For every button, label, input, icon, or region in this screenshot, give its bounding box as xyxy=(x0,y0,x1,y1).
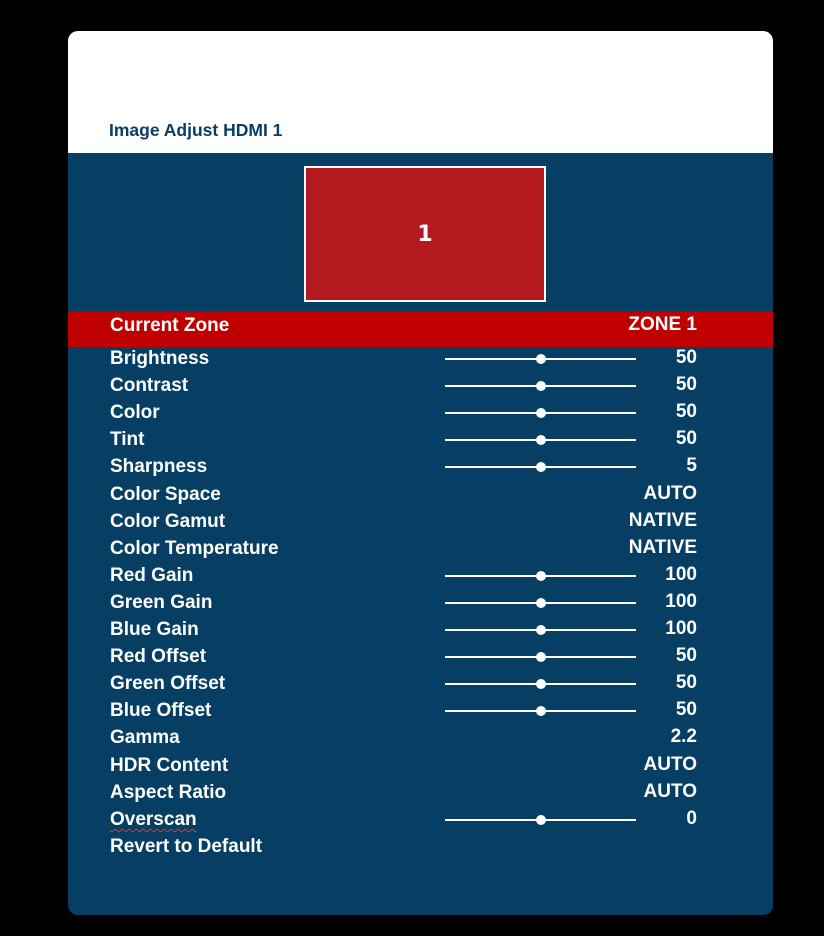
slider-red-offset[interactable] xyxy=(445,652,636,662)
setting-label-red-gain: Red Gain xyxy=(110,565,194,586)
setting-label-blue-offset: Blue Offset xyxy=(110,700,212,721)
setting-label-red-offset: Red Offset xyxy=(110,646,207,667)
setting-label-tint: Tint xyxy=(110,429,145,450)
setting-row-blue-gain[interactable]: Blue Gain 100 xyxy=(68,615,773,643)
setting-value-color-temperature: NATIVE xyxy=(628,537,697,558)
setting-row-overscan[interactable]: Overscan 0 xyxy=(68,805,773,833)
slider-knob-brightness[interactable] xyxy=(535,354,546,364)
setting-value-gamma: 2.2 xyxy=(670,726,697,747)
setting-value-hdr-content: AUTO xyxy=(643,754,697,775)
setting-row-color[interactable]: Color 50 xyxy=(68,398,773,426)
panel-header: Image Adjust HDMI 1 xyxy=(68,31,773,153)
current-zone-row[interactable]: Current Zone ZONE 1 xyxy=(68,311,773,347)
slider-green-offset[interactable] xyxy=(445,679,636,689)
page-title: Image Adjust HDMI 1 xyxy=(109,120,283,140)
slider-sharpness[interactable] xyxy=(445,462,636,472)
setting-value-blue-gain: 100 xyxy=(665,618,697,639)
slider-knob-tint[interactable] xyxy=(535,435,546,445)
setting-value-color: 50 xyxy=(675,401,697,422)
slider-contrast[interactable] xyxy=(445,381,636,391)
zone-preview-label: 1 xyxy=(417,221,433,247)
setting-label-green-gain: Green Gain xyxy=(110,592,213,613)
setting-row-green-offset[interactable]: Green Offset 50 xyxy=(68,669,773,697)
setting-value-overscan: 0 xyxy=(686,808,697,829)
slider-knob-blue-offset[interactable] xyxy=(535,706,546,716)
current-zone-label: Current Zone xyxy=(110,315,230,336)
setting-label-sharpness: Sharpness xyxy=(110,456,208,477)
setting-row-revert-to-default[interactable]: Revert to Default xyxy=(68,832,773,860)
slider-red-gain[interactable] xyxy=(445,571,636,581)
slider-blue-gain[interactable] xyxy=(445,625,636,635)
setting-value-contrast: 50 xyxy=(675,374,697,395)
setting-row-aspect-ratio[interactable]: Aspect Ratio AUTO xyxy=(68,778,773,806)
current-zone-value: ZONE 1 xyxy=(628,314,697,335)
setting-value-color-space: AUTO xyxy=(643,483,697,504)
slider-knob-red-gain[interactable] xyxy=(535,571,546,581)
setting-row-sharpness[interactable]: Sharpness 5 xyxy=(68,452,773,480)
setting-label-color: Color xyxy=(110,402,160,423)
setting-row-tint[interactable]: Tint 50 xyxy=(68,425,773,453)
slider-tint[interactable] xyxy=(445,435,636,445)
setting-label-brightness: Brightness xyxy=(110,348,210,369)
setting-label-blue-gain: Blue Gain xyxy=(110,619,199,640)
slider-knob-green-gain[interactable] xyxy=(535,598,546,608)
setting-label-gamma: Gamma xyxy=(110,727,180,748)
slider-knob-color[interactable] xyxy=(535,408,546,418)
setting-row-red-offset[interactable]: Red Offset 50 xyxy=(68,642,773,670)
setting-label-contrast: Contrast xyxy=(110,375,189,396)
slider-blue-offset[interactable] xyxy=(445,706,636,716)
setting-label-color-space: Color Space xyxy=(110,484,221,505)
setting-label-color-temperature: Color Temperature xyxy=(110,538,279,559)
setting-row-hdr-content[interactable]: HDR Content AUTO xyxy=(68,751,773,779)
setting-value-brightness: 50 xyxy=(675,347,697,368)
slider-green-gain[interactable] xyxy=(445,598,636,608)
slider-color[interactable] xyxy=(445,408,636,418)
slider-brightness[interactable] xyxy=(445,354,636,364)
setting-label-overscan: Overscan xyxy=(110,809,197,830)
setting-value-color-gamut: NATIVE xyxy=(628,510,697,531)
slider-knob-green-offset[interactable] xyxy=(535,679,546,689)
slider-knob-sharpness[interactable] xyxy=(535,462,546,472)
setting-row-color-temperature[interactable]: Color Temperature NATIVE xyxy=(68,534,773,562)
setting-row-green-gain[interactable]: Green Gain 100 xyxy=(68,588,773,616)
image-adjust-panel: Image Adjust HDMI 1 1 Current Zone ZONE … xyxy=(68,31,773,915)
setting-row-color-gamut[interactable]: Color Gamut NATIVE xyxy=(68,507,773,535)
setting-label-green-offset: Green Offset xyxy=(110,673,226,694)
setting-value-green-gain: 100 xyxy=(665,591,697,612)
slider-knob-blue-gain[interactable] xyxy=(535,625,546,635)
setting-row-color-space[interactable]: Color Space AUTO xyxy=(68,480,773,508)
slider-knob-contrast[interactable] xyxy=(535,381,546,391)
setting-label-aspect-ratio: Aspect Ratio xyxy=(110,782,227,803)
setting-label-color-gamut: Color Gamut xyxy=(110,511,226,532)
slider-knob-red-offset[interactable] xyxy=(535,652,546,662)
setting-value-aspect-ratio: AUTO xyxy=(643,781,697,802)
setting-row-blue-offset[interactable]: Blue Offset 50 xyxy=(68,696,773,724)
setting-label-hdr-content: HDR Content xyxy=(110,755,229,776)
setting-value-red-gain: 100 xyxy=(665,564,697,585)
setting-row-brightness[interactable]: Brightness 50 xyxy=(68,344,773,372)
setting-value-sharpness: 5 xyxy=(686,455,697,476)
slider-overscan[interactable] xyxy=(445,815,636,825)
setting-value-green-offset: 50 xyxy=(675,672,697,693)
setting-row-gamma[interactable]: Gamma 2.2 xyxy=(68,723,773,751)
setting-row-contrast[interactable]: Contrast 50 xyxy=(68,371,773,399)
zone-preview[interactable]: 1 xyxy=(304,166,546,302)
setting-value-tint: 50 xyxy=(675,428,697,449)
slider-knob-overscan[interactable] xyxy=(535,815,546,825)
setting-value-red-offset: 50 xyxy=(675,645,697,666)
setting-label-revert-to-default: Revert to Default xyxy=(110,836,263,857)
setting-row-red-gain[interactable]: Red Gain 100 xyxy=(68,561,773,589)
setting-value-blue-offset: 50 xyxy=(675,699,697,720)
